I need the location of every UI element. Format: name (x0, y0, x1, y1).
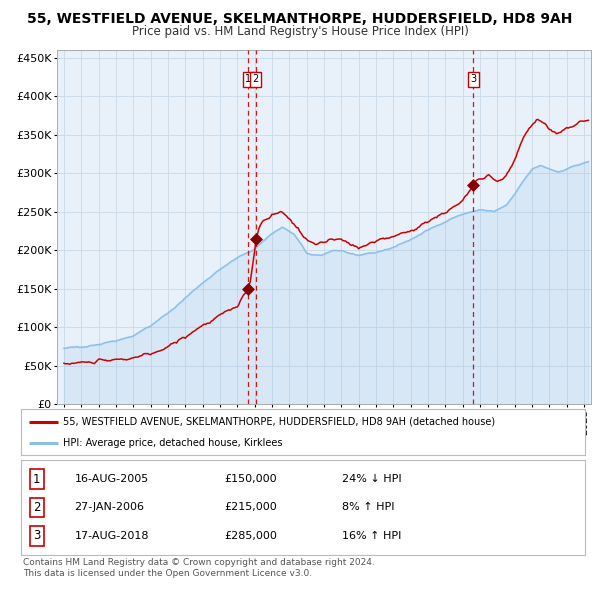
Text: Contains HM Land Registry data © Crown copyright and database right 2024.: Contains HM Land Registry data © Crown c… (23, 558, 374, 566)
Text: 8% ↑ HPI: 8% ↑ HPI (343, 503, 395, 512)
Text: £215,000: £215,000 (224, 503, 277, 512)
Text: HPI: Average price, detached house, Kirklees: HPI: Average price, detached house, Kirk… (64, 438, 283, 448)
Text: 55, WESTFIELD AVENUE, SKELMANTHORPE, HUDDERSFIELD, HD8 9AH: 55, WESTFIELD AVENUE, SKELMANTHORPE, HUD… (28, 12, 572, 26)
Text: 55, WESTFIELD AVENUE, SKELMANTHORPE, HUDDERSFIELD, HD8 9AH (detached house): 55, WESTFIELD AVENUE, SKELMANTHORPE, HUD… (64, 417, 496, 427)
Text: £150,000: £150,000 (224, 474, 277, 484)
Text: 16% ↑ HPI: 16% ↑ HPI (343, 531, 402, 540)
Text: This data is licensed under the Open Government Licence v3.0.: This data is licensed under the Open Gov… (23, 569, 312, 578)
Text: 17-AUG-2018: 17-AUG-2018 (74, 531, 149, 540)
Text: 3: 3 (470, 74, 476, 84)
Text: 2: 2 (253, 74, 259, 84)
Text: 1: 1 (33, 473, 41, 486)
Text: Price paid vs. HM Land Registry's House Price Index (HPI): Price paid vs. HM Land Registry's House … (131, 25, 469, 38)
Text: 27-JAN-2006: 27-JAN-2006 (74, 503, 145, 512)
Text: 16-AUG-2005: 16-AUG-2005 (74, 474, 149, 484)
Text: £285,000: £285,000 (224, 531, 277, 540)
Text: 1: 1 (245, 74, 251, 84)
Text: 3: 3 (33, 529, 40, 542)
Text: 24% ↓ HPI: 24% ↓ HPI (343, 474, 402, 484)
Text: 2: 2 (33, 501, 41, 514)
